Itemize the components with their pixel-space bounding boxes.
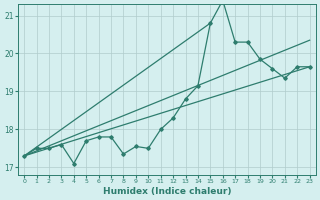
X-axis label: Humidex (Indice chaleur): Humidex (Indice chaleur) — [103, 187, 231, 196]
